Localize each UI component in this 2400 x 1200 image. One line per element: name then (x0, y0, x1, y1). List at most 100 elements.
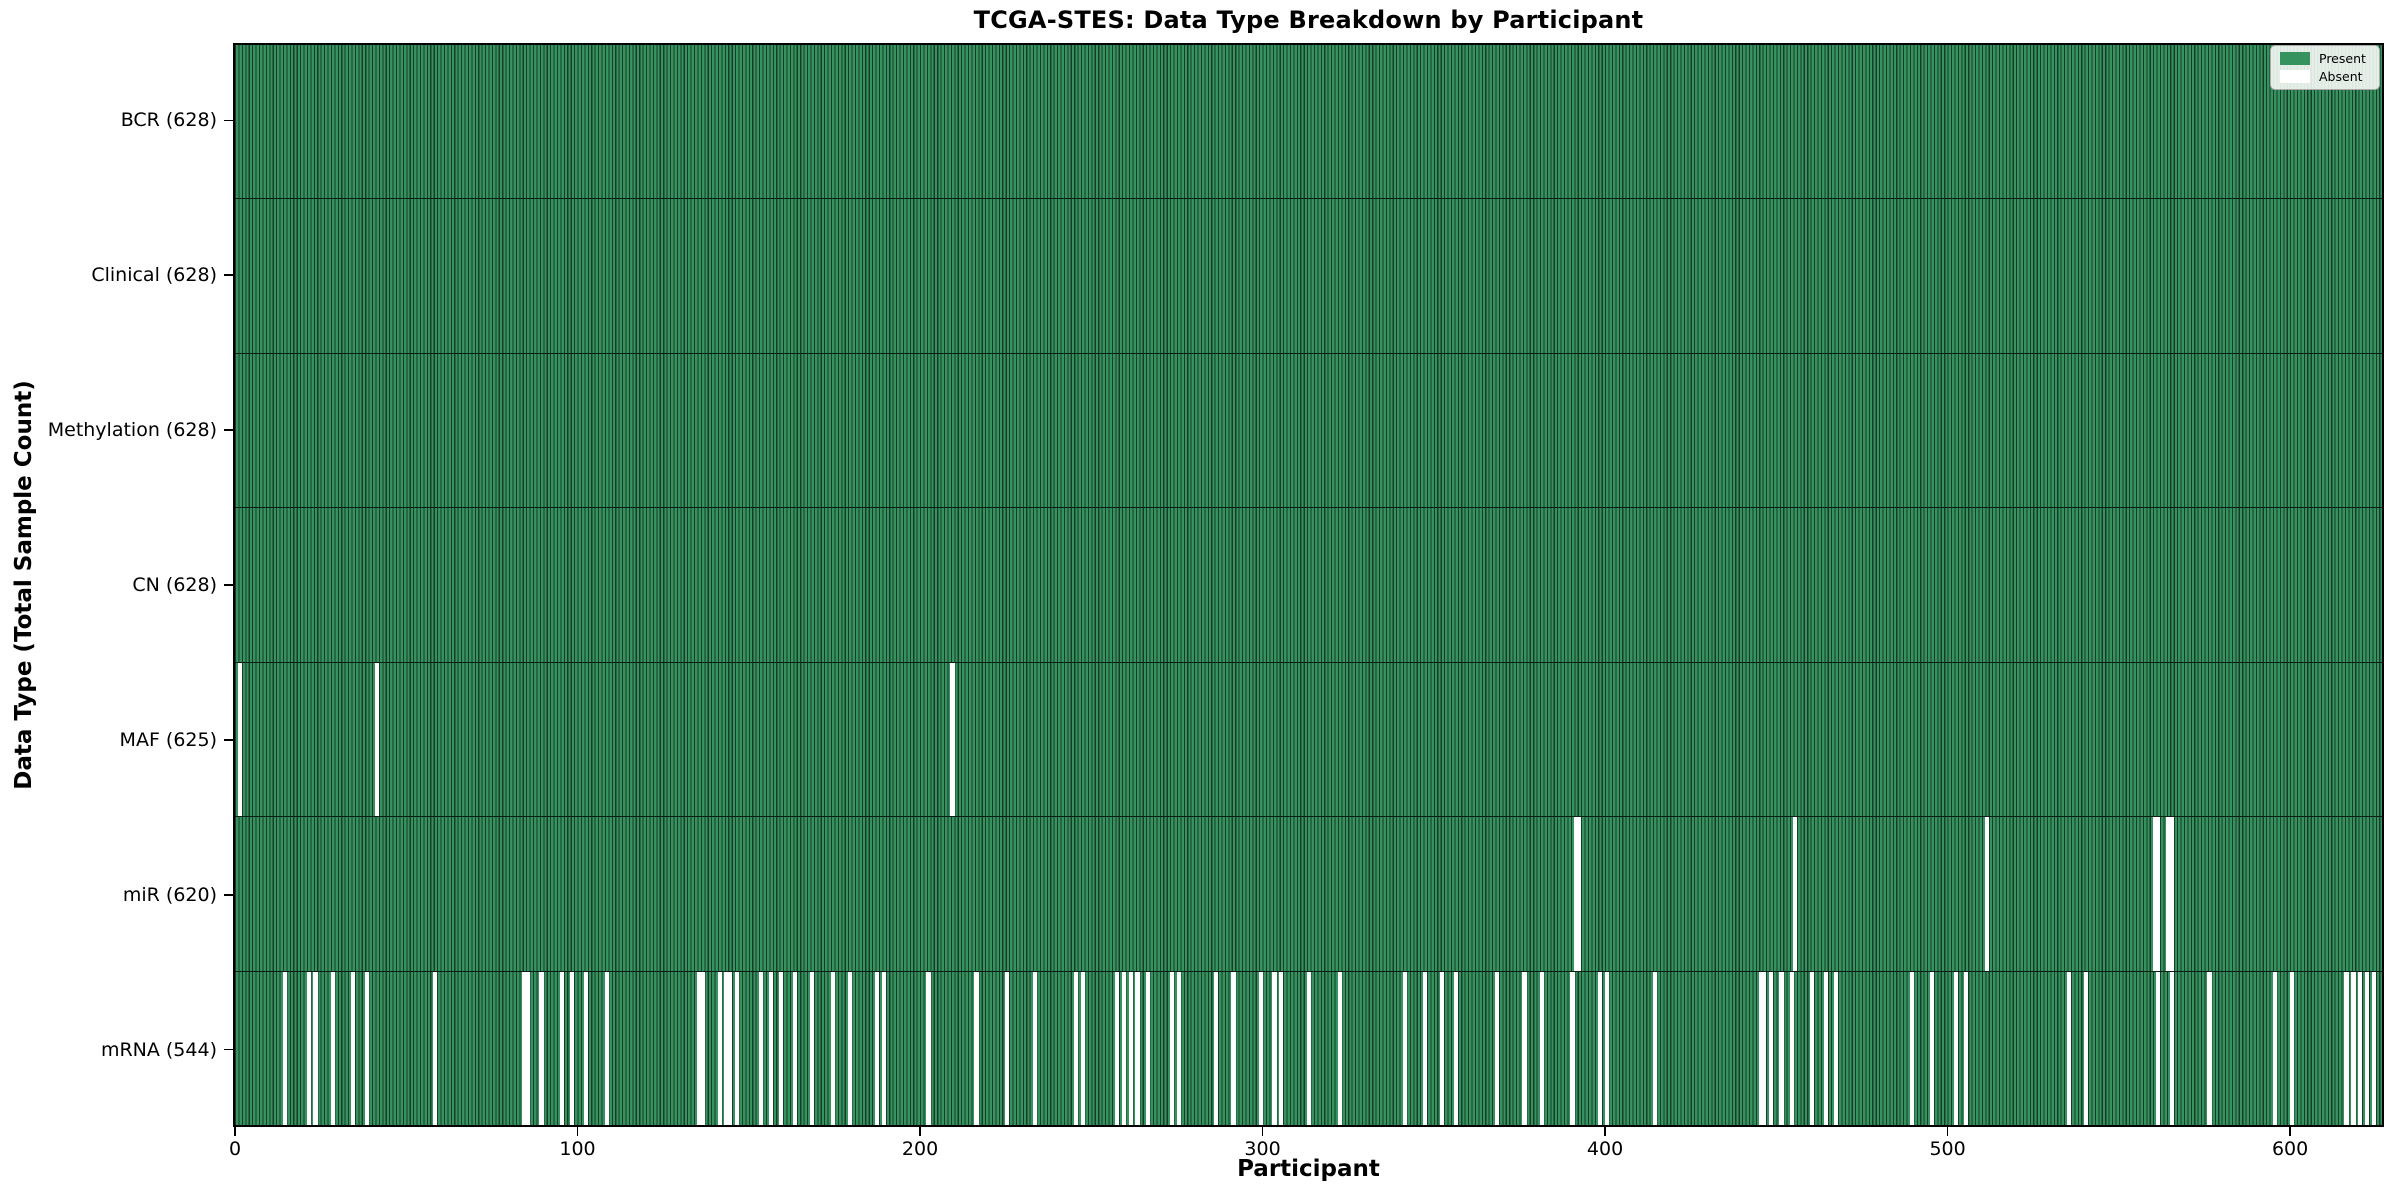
y-tick-mark (224, 893, 233, 896)
absent-gap (583, 971, 589, 1125)
absent-gap (364, 971, 369, 1125)
absent-gap (1402, 971, 1407, 1125)
absent-gap (1769, 971, 1774, 1125)
absent-gap (1279, 971, 1284, 1125)
y-tick-label-mrna: mRNA (544) (100, 1038, 217, 1061)
absent-gap (1337, 971, 1342, 1125)
absent-gap (1597, 971, 1602, 1125)
x-tick-mark (234, 1127, 236, 1136)
row-bcr (235, 45, 2382, 200)
legend-label-absent: Absent (2319, 69, 2363, 84)
absent-gap (2067, 971, 2072, 1125)
absent-gap (950, 662, 955, 817)
absent-swatch-icon (2280, 70, 2310, 83)
row-methylation (235, 353, 2382, 509)
absent-gap (2371, 971, 2377, 1125)
absent-gap (351, 971, 356, 1125)
absent-gap (2152, 817, 2157, 971)
y-tick-mark (224, 1048, 233, 1051)
absent-gap (1114, 971, 1120, 1125)
absent-gap (1954, 971, 1959, 1125)
absent-gap (2344, 971, 2349, 1125)
absent-gap (1964, 971, 1969, 1125)
absent-gap (1440, 971, 1445, 1125)
absent-gap (525, 971, 530, 1125)
y-tick-label-cn: CN (628) (132, 574, 217, 596)
absent-gap (1570, 971, 1575, 1125)
x-tick-mark (919, 1127, 921, 1136)
absent-gap (1573, 817, 1579, 971)
row-cn (235, 508, 2382, 663)
absent-gap (238, 662, 243, 817)
x-tick-mark (1604, 1127, 1606, 1136)
x-tick-label: 300 (1244, 1138, 1281, 1160)
x-tick-label: 400 (1586, 1138, 1624, 1160)
absent-gap (1793, 817, 1798, 971)
x-tick-label: 500 (1929, 1138, 1966, 1160)
absent-gap (1128, 971, 1133, 1125)
absent-gap (1779, 971, 1784, 1125)
x-tick-mark (1946, 1127, 1949, 1136)
absent-gap (727, 971, 732, 1125)
absent-gap (734, 971, 739, 1125)
present-swatch-icon (2280, 52, 2310, 65)
absent-gap (1453, 971, 1459, 1125)
absent-gap (1834, 971, 1839, 1125)
absent-gap (717, 971, 722, 1125)
chart-title: TCGA-STES: Data Type Breakdown by Partic… (973, 6, 1644, 34)
y-tick-label-maf: MAF (625) (119, 728, 217, 751)
absent-gap (696, 971, 702, 1125)
absent-gap (1823, 971, 1829, 1125)
absent-gap (1810, 971, 1815, 1125)
absent-gap (847, 971, 852, 1125)
x-tick-mark (2289, 1127, 2291, 1136)
y-tick-label-clinical: Clinical (628) (91, 264, 217, 287)
absent-gap (375, 662, 380, 817)
y-tick-mark (224, 584, 233, 586)
y-tick-label-bcr: BCR (628) (120, 109, 217, 132)
y-tick-label-methylation: Methylation (628) (47, 419, 217, 442)
absent-gap (1909, 971, 1914, 1125)
absent-gap (330, 971, 335, 1125)
x-tick-label: 200 (901, 1138, 939, 1160)
row-mir (235, 817, 2382, 972)
legend: Present Absent (2270, 45, 2380, 90)
x-tick-label: 100 (559, 1138, 596, 1160)
absent-gap (758, 971, 763, 1125)
absent-gap (779, 971, 784, 1125)
legend-entry-present: Present (2280, 52, 2370, 65)
absent-gap (2169, 971, 2174, 1125)
legend-label-present: Present (2319, 51, 2366, 66)
y-tick-mark (224, 274, 233, 277)
absent-gap (768, 971, 774, 1125)
absent-gap (1169, 971, 1174, 1125)
absent-gap (2156, 971, 2161, 1125)
absent-gap (724, 971, 729, 1125)
absent-gap (2365, 971, 2370, 1125)
absent-gap (810, 971, 815, 1125)
absent-gap (313, 971, 318, 1125)
absent-gap (539, 971, 544, 1125)
absent-gap (1073, 971, 1078, 1125)
absent-gap (1495, 971, 1500, 1125)
row-mrna (235, 971, 2382, 1125)
absent-gap (570, 971, 575, 1125)
y-tick-mark (224, 429, 233, 431)
x-tick-mark (576, 1127, 579, 1136)
absent-gap (1539, 971, 1544, 1125)
x-tick-mark (1261, 1127, 1264, 1136)
absent-gap (830, 971, 835, 1125)
absent-gap (1005, 971, 1010, 1125)
absent-gap (1984, 817, 1990, 971)
absent-gap (1423, 971, 1428, 1125)
absent-gap (1080, 971, 1085, 1125)
absent-gap (1306, 971, 1311, 1125)
absent-gap (522, 971, 527, 1125)
row-maf (235, 662, 2382, 818)
absent-gap (1231, 971, 1236, 1125)
absent-gap (1032, 971, 1037, 1125)
absent-gap (604, 971, 609, 1125)
absent-gap (1121, 971, 1126, 1125)
absent-gap (1604, 971, 1609, 1125)
